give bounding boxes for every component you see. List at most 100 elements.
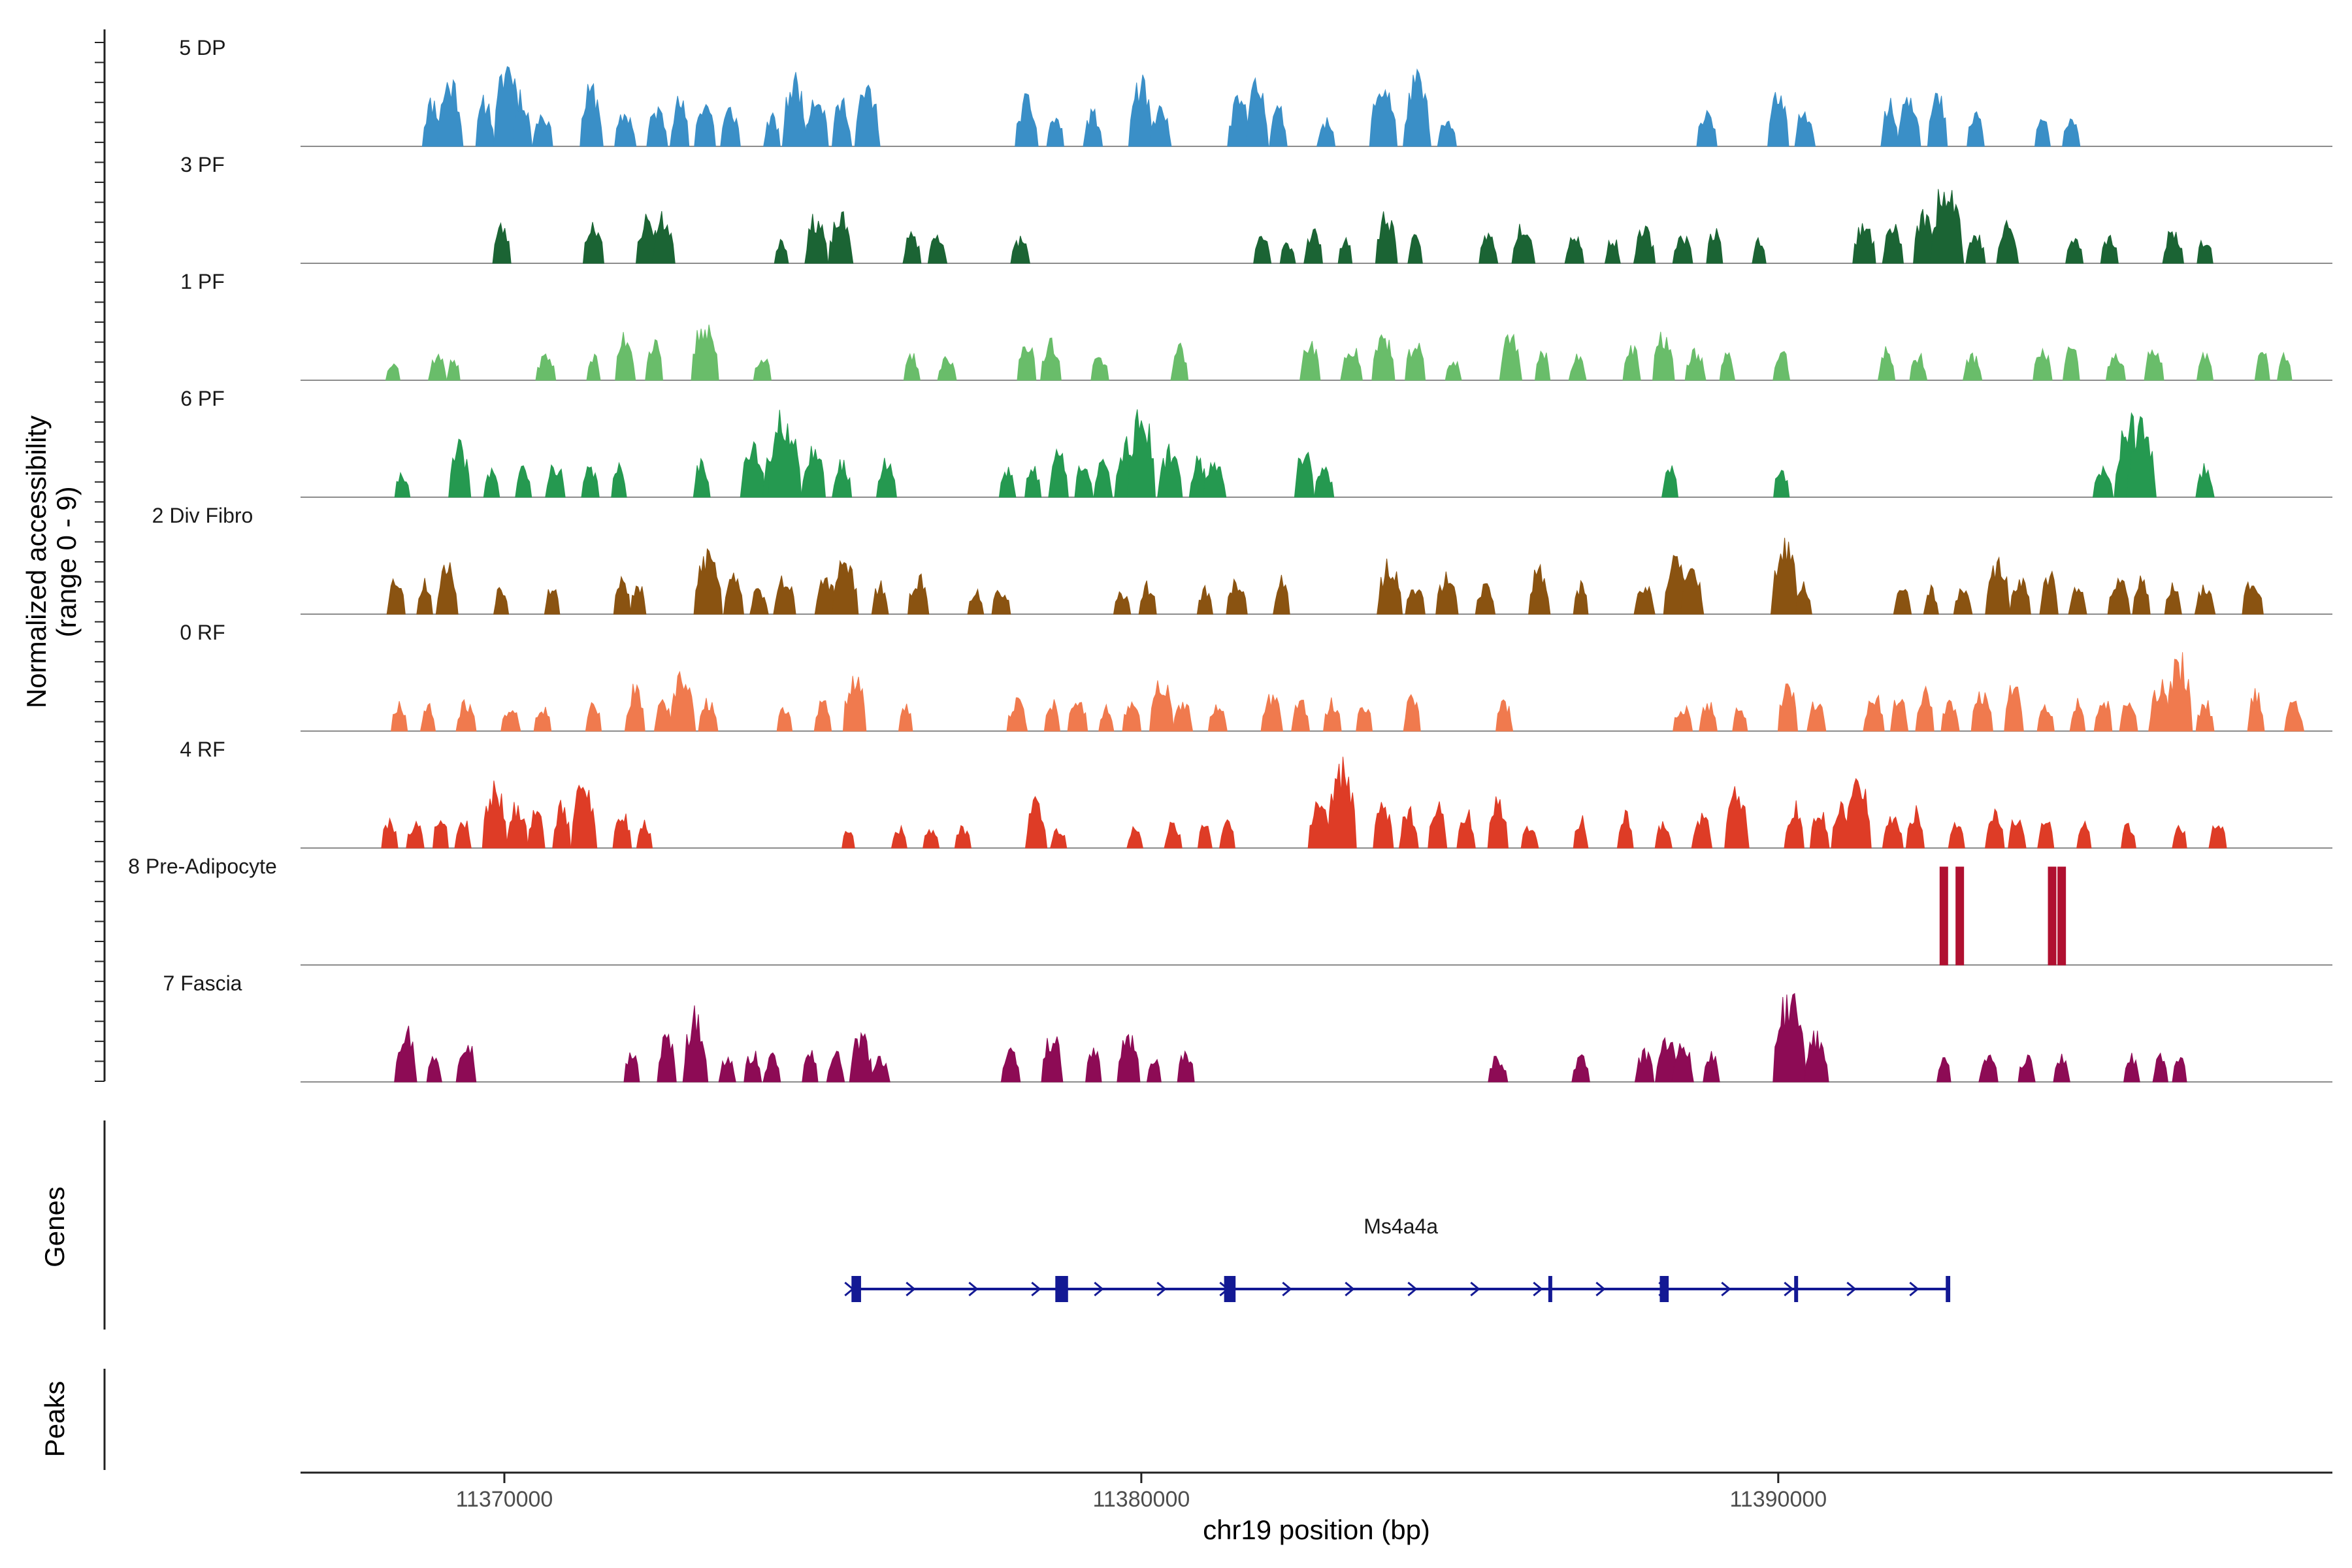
coverage-tracks: 5 DP 3 PF 1 PF 6 PF 2 Div Fibro 0 RF 4 RF 8 Pre… xyxy=(128,36,2332,1083)
coverage-peak xyxy=(2062,118,2081,147)
coverage-peak xyxy=(1511,223,1536,264)
coverage-peak xyxy=(1633,585,1656,615)
coverage-peak xyxy=(1279,242,1296,264)
coverage-peak xyxy=(454,821,472,849)
strand-arrow xyxy=(1031,1281,1041,1297)
coverage-peak xyxy=(2093,700,2113,732)
track-label: 6 PF xyxy=(180,387,225,410)
strand-arrow xyxy=(1282,1281,1292,1297)
coverage-peak xyxy=(2017,1054,2036,1083)
coverage-peak xyxy=(1138,580,1157,615)
coverage-peak xyxy=(1671,1043,1694,1083)
coverage-peak xyxy=(1719,351,1736,381)
coverage-peak xyxy=(1253,235,1272,264)
coverage-track: 7 Fascia xyxy=(163,972,2332,1083)
coverage-peak xyxy=(826,1051,845,1083)
coverage-peak xyxy=(1564,236,1585,264)
genes-panel-title-text: Genes xyxy=(39,1186,70,1267)
coverage-peak xyxy=(614,113,637,147)
coverage-y-ticks xyxy=(95,42,105,1082)
coverage-peak xyxy=(2034,119,2051,147)
coverage-peak xyxy=(1303,228,1323,264)
coverage-peak xyxy=(1673,704,1693,732)
coverage-peak xyxy=(804,99,829,147)
coverage-peak xyxy=(1905,805,1925,849)
coverage-peak xyxy=(1882,816,1904,849)
coverage-peak xyxy=(2100,235,2119,264)
coverage-track: 4 RF xyxy=(180,738,2332,849)
coverage-peak xyxy=(1604,239,1621,264)
coverage-peak xyxy=(1996,219,2019,264)
coverage-peak xyxy=(1373,802,1394,849)
coverage-peak xyxy=(533,706,552,732)
coverage-peak xyxy=(2121,823,2136,849)
coverage-peak xyxy=(1323,697,1342,732)
coverage-peak xyxy=(2197,239,2213,264)
coverage-peak xyxy=(419,702,436,732)
coverage-peak xyxy=(1475,583,1496,615)
coverage-peak xyxy=(691,324,719,381)
coverage-peak xyxy=(907,573,930,615)
coverage-peak xyxy=(800,446,826,498)
coverage-peak xyxy=(749,588,769,615)
coverage-peak xyxy=(1752,237,1767,264)
coverage-peak xyxy=(1113,591,1132,615)
track-label: 2 Div Fibro xyxy=(152,504,253,527)
coverage-peak xyxy=(2172,825,2187,849)
coverage-peak xyxy=(753,358,772,381)
coverage-peak xyxy=(1680,568,1705,615)
track-label: 0 RF xyxy=(180,621,225,644)
coverage-peak xyxy=(2037,821,2055,849)
coverage-track: 8 Pre-Adipocyte xyxy=(128,855,2332,966)
coverage-peak xyxy=(1041,1036,1064,1083)
track-label: 3 PF xyxy=(180,153,225,176)
coverage-peak xyxy=(1291,700,1311,732)
coverage-peak xyxy=(1083,108,1103,147)
coverage-peak xyxy=(1877,346,1896,381)
coverage-peak xyxy=(831,97,853,147)
coverage-peak xyxy=(1880,97,1899,147)
coverage-peak xyxy=(1048,448,1069,498)
coverage-peak xyxy=(2036,704,2055,732)
coverage-peak xyxy=(802,1050,819,1083)
coverage-peak xyxy=(1703,1051,1720,1083)
coverage-peak xyxy=(776,706,793,732)
coverage-peak xyxy=(1090,357,1109,381)
coverage-peak xyxy=(512,89,533,147)
coverage-peak xyxy=(1939,866,1948,966)
coverage-peak xyxy=(1495,699,1514,732)
y-axis-title-line2: (range 0 - 9) xyxy=(51,486,82,637)
gene-exon xyxy=(1659,1276,1669,1302)
coverage-peak xyxy=(2062,346,2080,381)
coverage-peak xyxy=(1456,809,1476,849)
coverage-peak xyxy=(1691,813,1713,849)
coverage-peak xyxy=(875,457,897,498)
coverage-peak xyxy=(581,466,600,498)
coverage-peak xyxy=(1732,707,1748,732)
gene-exon xyxy=(1224,1276,1236,1302)
coverage-peak xyxy=(1407,234,1423,264)
coverage-peak xyxy=(1499,333,1523,381)
coverage-peak xyxy=(1795,581,1812,615)
coverage-track: 6 PF xyxy=(180,387,2332,498)
coverage-peak xyxy=(1767,91,1789,147)
coverage-peak xyxy=(483,466,500,498)
coverage-peak xyxy=(1622,345,1641,381)
coverage-peak xyxy=(1398,805,1419,849)
coverage-peak xyxy=(2039,570,2059,615)
coverage-peak xyxy=(1006,697,1028,732)
coverage-peak xyxy=(493,587,510,615)
coverage-peak xyxy=(991,589,1011,615)
coverage-peak xyxy=(1915,685,1935,732)
coverage-peak xyxy=(1196,584,1213,615)
coverage-peak xyxy=(1040,337,1062,381)
coverage-peak xyxy=(2132,575,2151,615)
coverage-peak xyxy=(1616,809,1634,849)
coverage-peak xyxy=(1269,105,1288,147)
coverage-peak xyxy=(394,472,411,498)
coverage-y-axis-title: Normalized accessibility (range 0 - 9) xyxy=(21,416,82,708)
coverage-peak xyxy=(1164,821,1183,849)
coverage-peak xyxy=(2194,584,2216,615)
coverage-peak xyxy=(890,825,907,849)
coverage-peak xyxy=(1093,458,1113,498)
